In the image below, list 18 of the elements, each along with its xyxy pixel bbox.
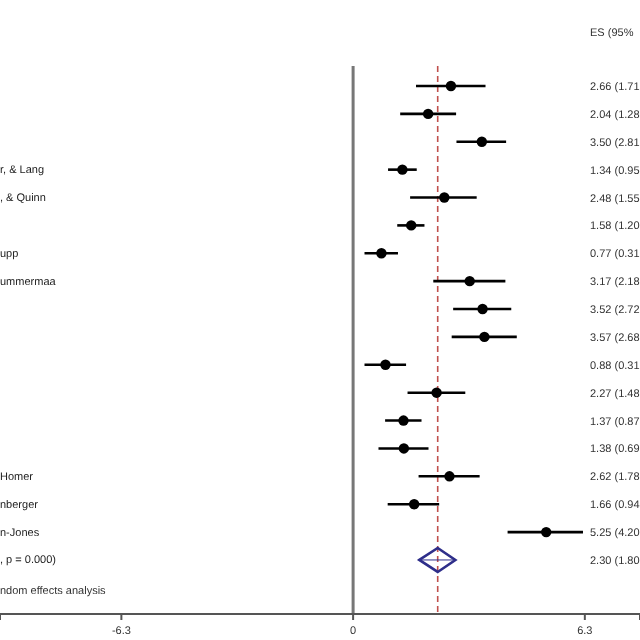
point bbox=[431, 387, 442, 398]
point bbox=[477, 303, 488, 315]
point bbox=[439, 192, 450, 203]
point bbox=[408, 499, 420, 510]
point bbox=[422, 108, 434, 120]
point bbox=[445, 80, 457, 92]
point bbox=[476, 136, 488, 147]
point bbox=[479, 331, 490, 343]
point bbox=[406, 220, 417, 231]
point bbox=[397, 164, 408, 175]
point bbox=[418, 546, 457, 574]
point bbox=[376, 248, 387, 259]
point bbox=[464, 275, 475, 287]
point bbox=[541, 526, 552, 538]
point bbox=[444, 471, 455, 482]
point bbox=[398, 443, 410, 454]
point bbox=[380, 359, 391, 370]
point bbox=[398, 415, 409, 426]
